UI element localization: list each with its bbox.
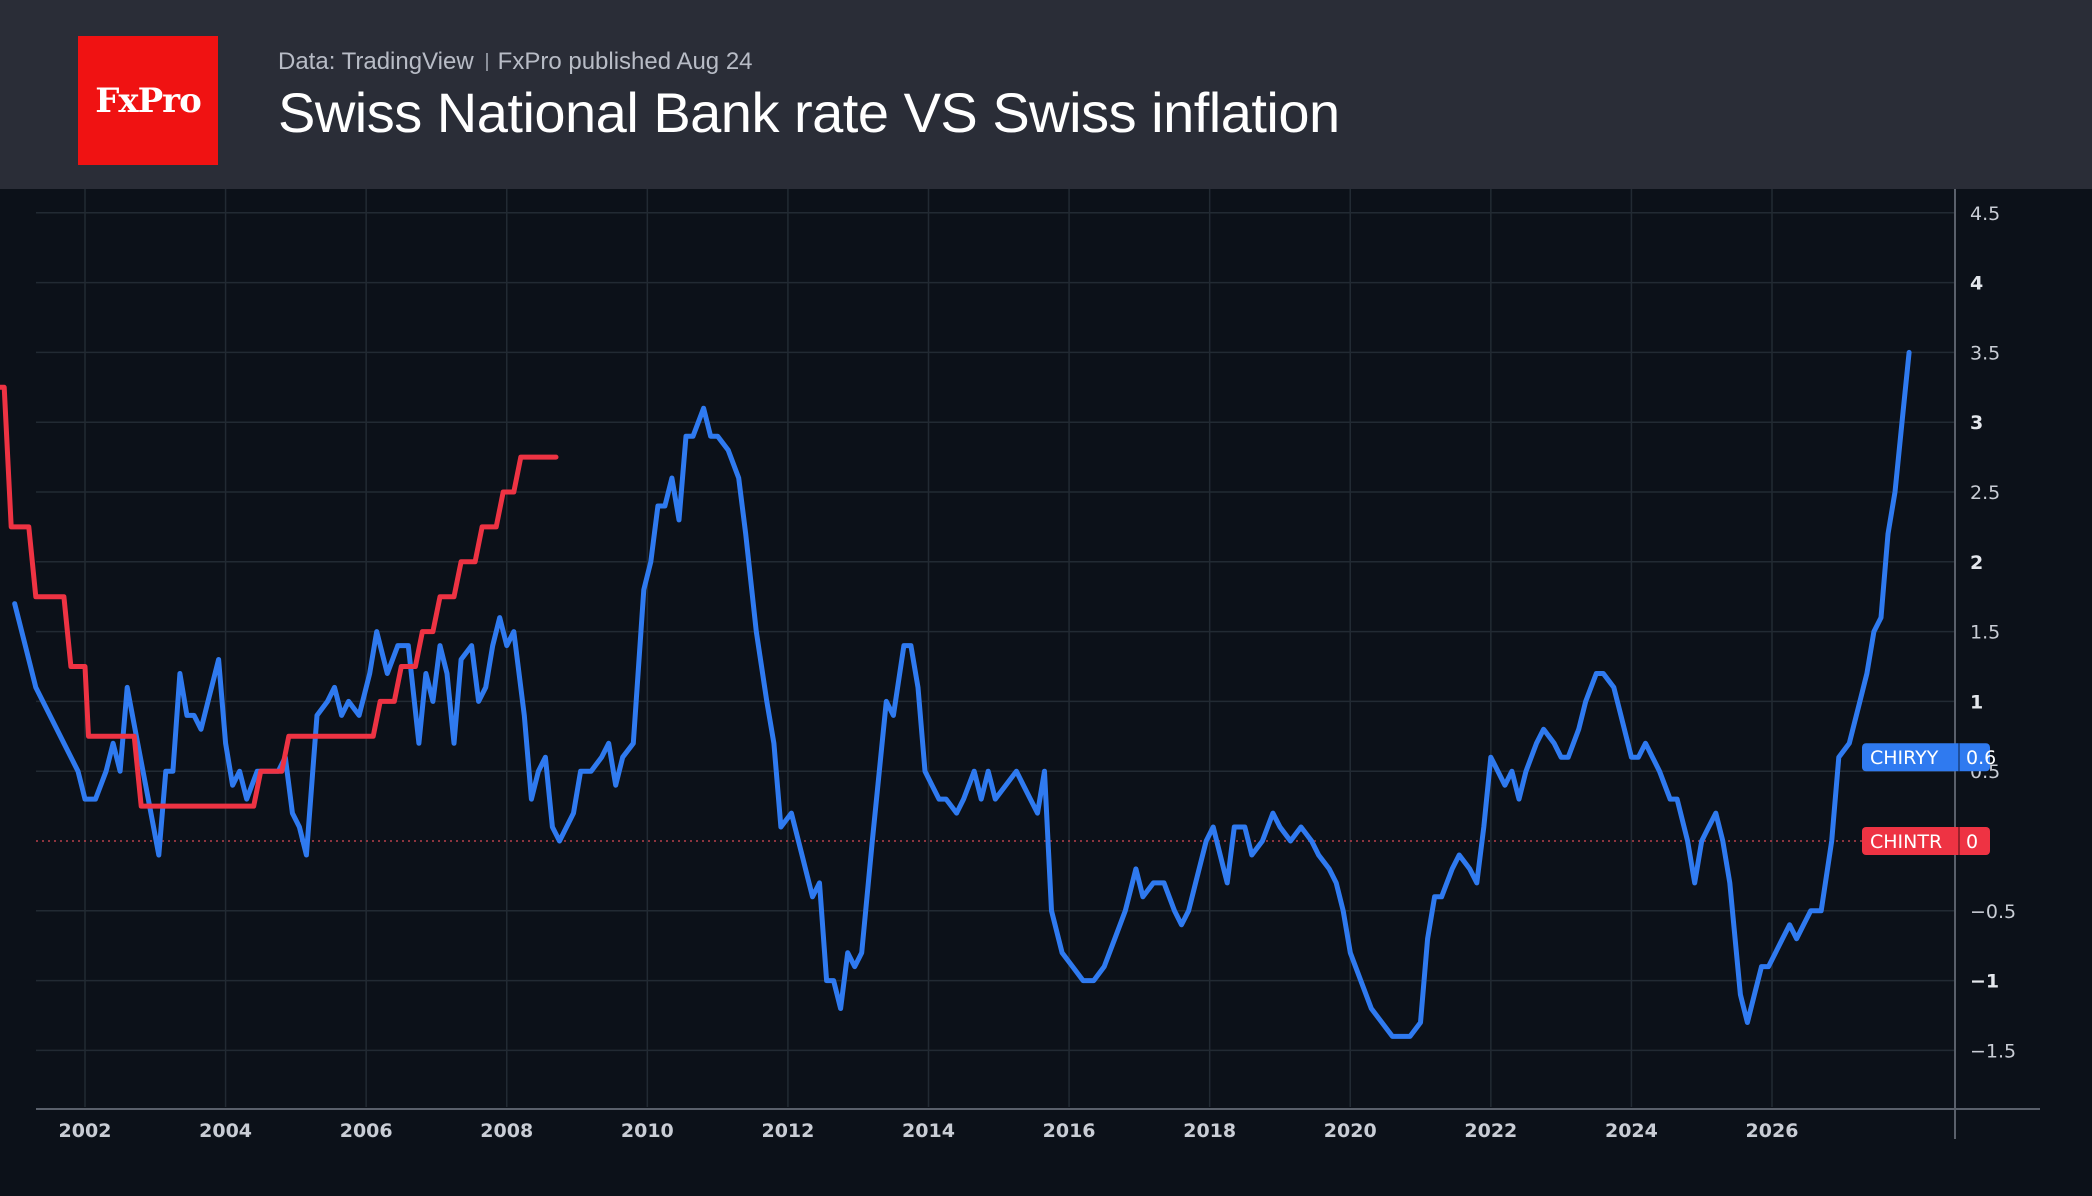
y-tick-label: 2	[1970, 552, 1983, 574]
separator	[485, 53, 488, 71]
series-line-chiryy	[12, 349, 1912, 1039]
badge-chintr: CHINTR 0	[1862, 827, 1990, 855]
y-tick-label: 2.5	[1970, 482, 2000, 504]
published-date: FxPro published Aug 24	[497, 48, 753, 75]
badge-name: CHIRYY	[1870, 747, 1939, 769]
x-tick-label: 2002	[59, 1120, 112, 1142]
y-tick-label: 3.5	[1970, 342, 2000, 364]
y-tick-label: 1.5	[1970, 622, 2000, 644]
y-tick-label: 3	[1970, 412, 1983, 434]
x-tick-label: 2010	[621, 1120, 674, 1142]
x-tick-label: 2016	[1043, 1120, 1096, 1142]
x-tick-label: 2004	[199, 1120, 252, 1142]
badge-box	[1862, 743, 1990, 772]
fxpro-logo: FxPro	[78, 36, 218, 165]
y-tick-label: 1	[1970, 691, 1983, 713]
chart-header: FxPro Data: TradingView FxPro published A…	[0, 0, 2092, 189]
x-tick-label: 2012	[761, 1120, 814, 1142]
y-tick-label: −1.5	[1970, 1040, 2016, 1062]
last-value-badges: CHIRYY 0.6 CHINTR 0	[1862, 743, 1996, 855]
badge-value: 0	[1966, 831, 1978, 853]
badge-name: CHINTR	[1870, 831, 1942, 853]
y-tick-label: 4.5	[1970, 203, 2000, 225]
y-tick-label: −1	[1970, 971, 1999, 993]
source-line: Data: TradingView FxPro published Aug 24	[278, 48, 753, 76]
y-tick-labels: 4.543.532.521.510.5−0.5−1−1.5	[1970, 203, 2016, 1063]
x-tick-labels: 2002 2004 2006 2008 2010 2012 2014 2016 2018 2020…	[59, 1120, 1799, 1142]
axes	[36, 189, 2040, 1139]
x-tick-label: 2022	[1464, 1120, 1517, 1142]
data-source: Data: TradingView	[278, 48, 474, 75]
x-tick-label: 2020	[1324, 1120, 1377, 1142]
chart-title: Swiss National Bank rate VS Swiss inflat…	[278, 81, 1340, 144]
x-tick-label: 2014	[902, 1120, 955, 1142]
x-tick-label: 2026	[1746, 1120, 1799, 1142]
badge-value: 0.6	[1966, 747, 1996, 769]
logo-text: FxPro	[95, 80, 202, 121]
y-tick-label: −0.5	[1970, 901, 2016, 923]
x-tick-label: 2018	[1183, 1120, 1236, 1142]
series-lines	[0, 349, 1912, 1039]
line-chart: 4.543.532.521.510.5−0.5−1−1.5 2002 2004 20…	[0, 189, 2040, 1142]
badge-chiryy: CHIRYY 0.6	[1862, 743, 1996, 772]
x-tick-label: 2006	[340, 1120, 393, 1142]
series-line-chintr	[0, 384, 559, 809]
x-tick-label: 2008	[480, 1120, 533, 1142]
badge-box	[1862, 827, 1990, 855]
x-tick-label: 2024	[1605, 1120, 1658, 1142]
y-tick-label: 4	[1970, 273, 1983, 295]
grid-lines	[36, 189, 1955, 1107]
